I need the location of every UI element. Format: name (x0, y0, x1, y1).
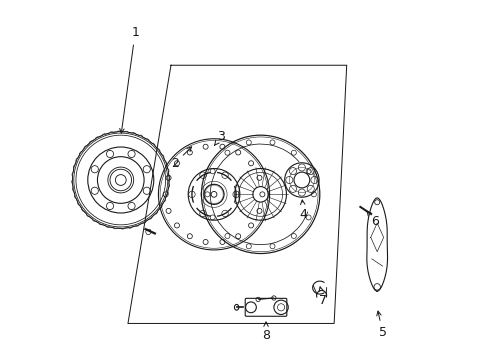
Text: 6: 6 (366, 211, 379, 228)
Text: 3: 3 (214, 130, 224, 145)
Text: 7: 7 (318, 287, 327, 307)
Text: 1: 1 (120, 27, 139, 133)
Text: 4: 4 (299, 200, 307, 221)
Circle shape (211, 192, 217, 197)
Text: 5: 5 (376, 311, 386, 339)
Text: 2: 2 (170, 147, 191, 170)
Text: 8: 8 (262, 322, 269, 342)
